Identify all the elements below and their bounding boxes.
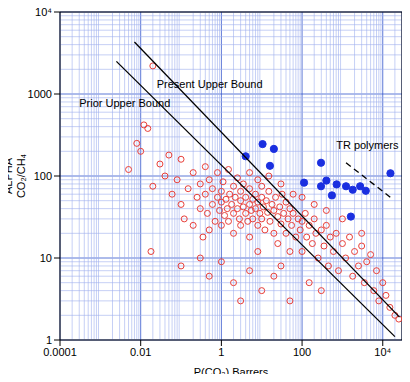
svg-text:0.0001: 0.0001	[43, 346, 77, 358]
svg-text:TR polymers: TR polymers	[336, 139, 399, 151]
svg-text:10⁴: 10⁴	[374, 346, 391, 358]
svg-text:10⁴: 10⁴	[35, 8, 52, 18]
svg-text:1: 1	[46, 334, 52, 346]
svg-text:100: 100	[293, 346, 311, 358]
svg-text:P(CO₂) Barrers: P(CO₂) Barrers	[194, 366, 269, 374]
svg-text:0.01: 0.01	[130, 346, 151, 358]
svg-text:1: 1	[218, 346, 224, 358]
svg-text:Prior Upper Bound: Prior Upper Bound	[79, 97, 170, 109]
svg-text:10: 10	[40, 252, 52, 264]
svg-text:ALPHACO₂/CH₄: ALPHACO₂/CH₄	[8, 153, 27, 198]
svg-text:1000: 1000	[28, 88, 52, 100]
svg-text:Present Upper Bound: Present Upper Bound	[157, 78, 263, 90]
svg-text:100: 100	[34, 170, 52, 182]
